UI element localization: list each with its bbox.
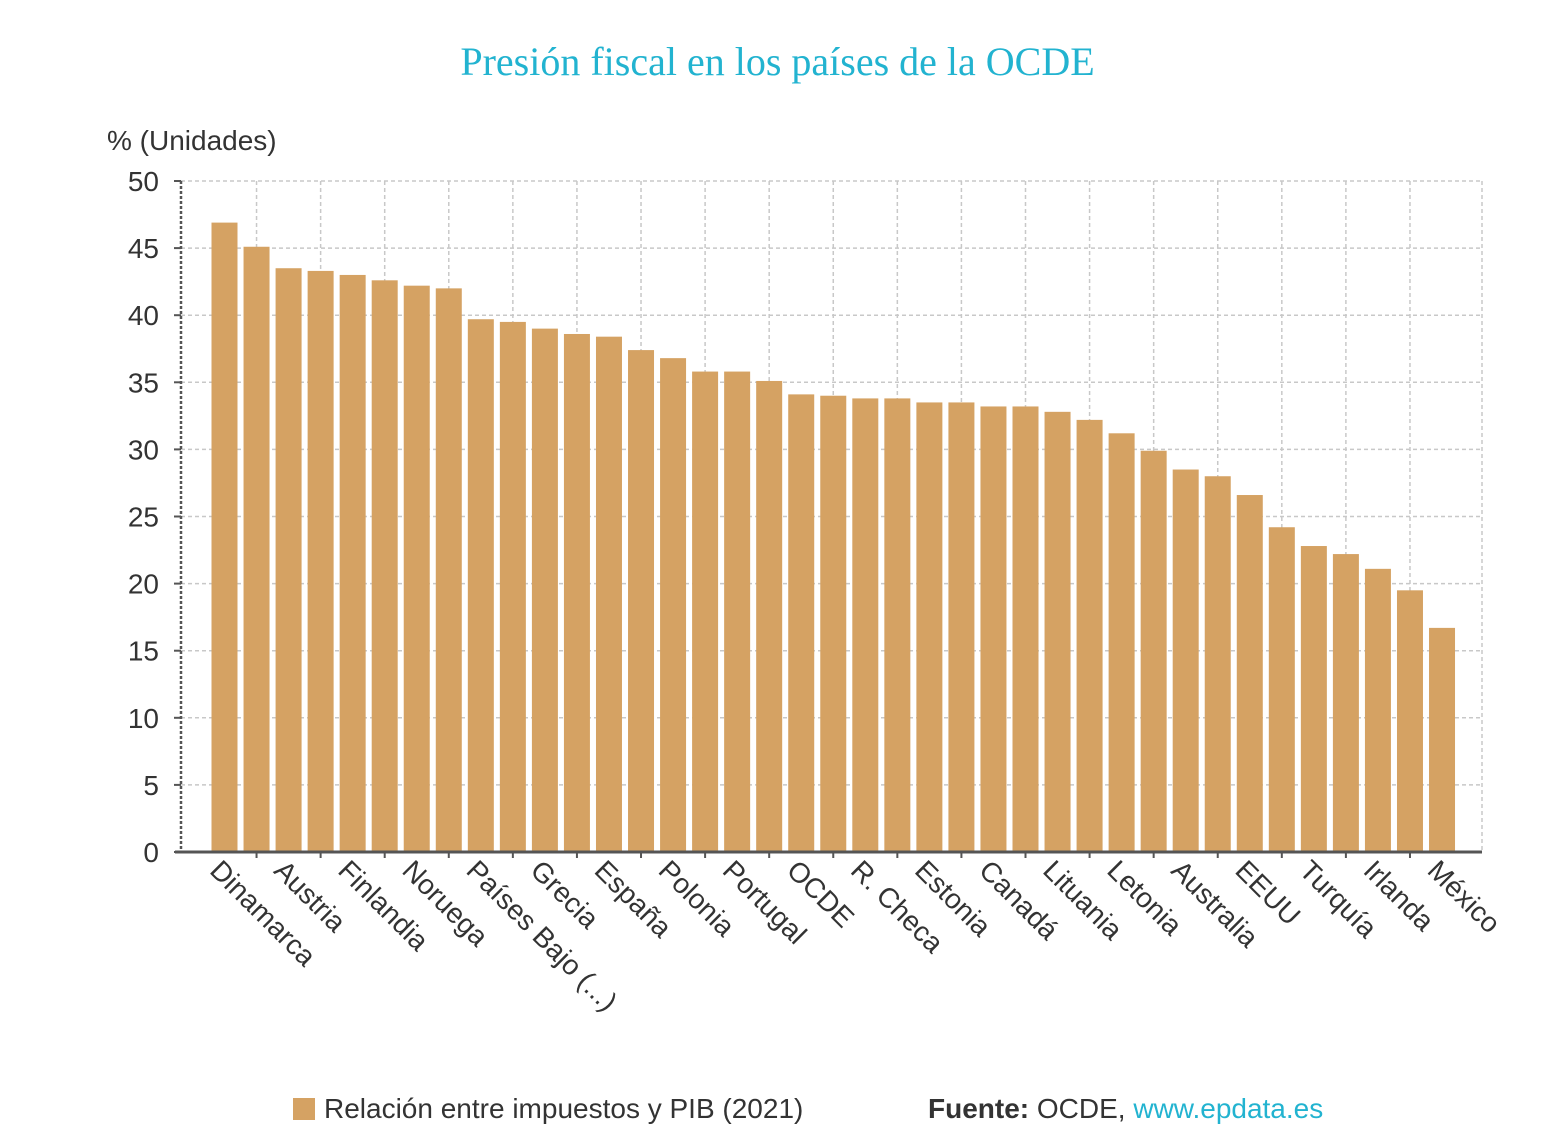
bar bbox=[1044, 411, 1071, 852]
bar bbox=[1268, 527, 1295, 852]
bar bbox=[1204, 476, 1231, 852]
bar bbox=[820, 395, 847, 852]
bar bbox=[467, 319, 494, 852]
y-tick-label: 10 bbox=[128, 703, 159, 734]
bar bbox=[371, 280, 398, 853]
bar bbox=[339, 274, 366, 852]
bar bbox=[1012, 406, 1039, 852]
source-note: Fuente: OCDE, www.epdata.es bbox=[928, 1093, 1323, 1125]
legend: Relación entre impuestos y PIB (2021) bbox=[293, 1093, 803, 1125]
bar bbox=[403, 285, 430, 852]
bar bbox=[275, 268, 302, 853]
bar bbox=[243, 246, 270, 852]
y-tick-label: 45 bbox=[128, 233, 159, 264]
bar bbox=[1236, 495, 1263, 852]
y-axis-label: % (Unidades) bbox=[107, 125, 277, 156]
bar bbox=[788, 394, 815, 852]
bar bbox=[756, 380, 783, 852]
source-label: Fuente: bbox=[928, 1093, 1030, 1124]
bar bbox=[435, 288, 462, 852]
bar bbox=[1332, 554, 1359, 852]
legend-swatch bbox=[293, 1098, 315, 1120]
bar bbox=[1076, 419, 1103, 852]
bars bbox=[211, 222, 1456, 853]
y-tick-label: 35 bbox=[128, 367, 159, 398]
bar bbox=[916, 402, 943, 852]
x-tick-label: México bbox=[1422, 854, 1507, 939]
y-tick-label: 40 bbox=[128, 300, 159, 331]
bar bbox=[628, 350, 655, 852]
bar bbox=[1172, 469, 1199, 852]
bar bbox=[1364, 568, 1391, 852]
y-tick-label: 20 bbox=[128, 569, 159, 600]
y-tick-labels: 0 5 10 15 20 25 30 35 40 45 50 bbox=[128, 166, 159, 868]
y-tick-label: 30 bbox=[128, 434, 159, 465]
source-link[interactable]: www.epdata.es bbox=[1133, 1093, 1324, 1124]
bar bbox=[1140, 450, 1167, 852]
bar bbox=[852, 398, 879, 852]
bar bbox=[563, 333, 590, 852]
chart-title: Presión fiscal en los países de la OCDE bbox=[460, 39, 1095, 84]
source-text: OCDE, bbox=[1029, 1093, 1134, 1124]
legend-label: Relación entre impuestos y PIB (2021) bbox=[324, 1093, 804, 1124]
bar bbox=[692, 371, 719, 852]
y-tick-label: 0 bbox=[143, 837, 159, 868]
bar bbox=[948, 402, 975, 852]
axes bbox=[174, 180, 1482, 858]
y-tick-label: 15 bbox=[128, 636, 159, 667]
y-tick-label: 5 bbox=[143, 770, 159, 801]
bar bbox=[660, 358, 687, 852]
bar bbox=[307, 270, 334, 852]
bar bbox=[595, 336, 622, 852]
y-tick-label: 25 bbox=[128, 502, 159, 533]
bar bbox=[1300, 546, 1327, 852]
bar bbox=[724, 371, 751, 852]
bar bbox=[1396, 590, 1423, 852]
bar bbox=[531, 328, 558, 852]
bar bbox=[1429, 627, 1456, 852]
y-tick-label: 50 bbox=[128, 166, 159, 197]
bar bbox=[211, 222, 238, 853]
bar bbox=[884, 398, 911, 852]
bar bbox=[499, 321, 526, 852]
bar bbox=[980, 406, 1007, 852]
bar bbox=[1108, 433, 1135, 852]
